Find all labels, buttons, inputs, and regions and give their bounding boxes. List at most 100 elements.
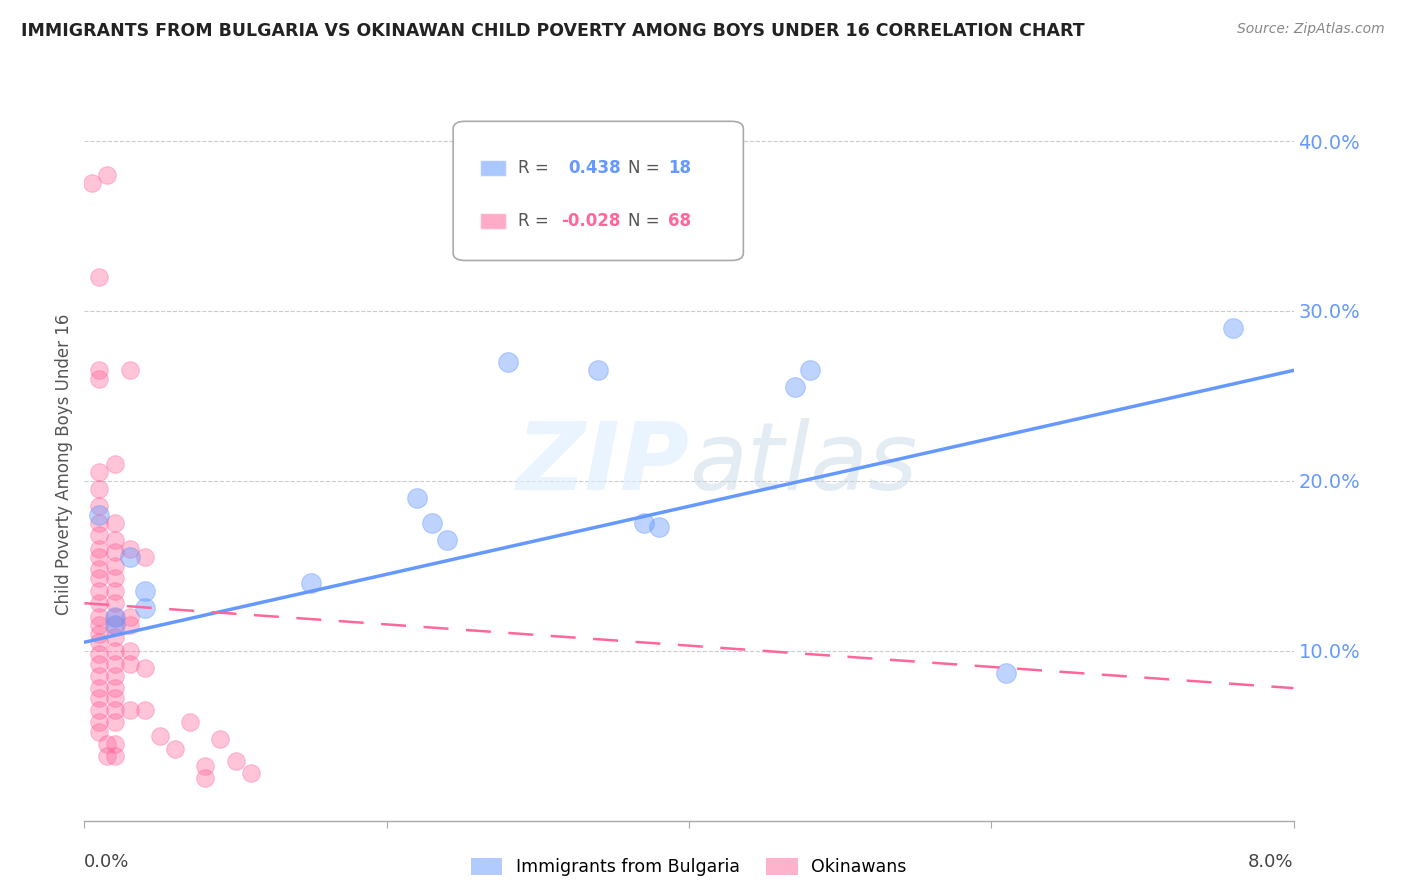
Text: -0.028: -0.028 xyxy=(561,212,620,230)
Point xyxy=(118,609,141,624)
Point xyxy=(89,508,111,522)
Point xyxy=(118,541,141,556)
Point xyxy=(134,601,156,615)
Text: 68: 68 xyxy=(668,212,692,230)
Point xyxy=(179,715,201,730)
Legend: Immigrants from Bulgaria, Okinawans: Immigrants from Bulgaria, Okinawans xyxy=(464,851,914,883)
Point xyxy=(134,550,156,565)
Point xyxy=(104,644,127,658)
Point xyxy=(104,596,127,610)
Point xyxy=(134,703,156,717)
Text: 8.0%: 8.0% xyxy=(1249,853,1294,871)
Point xyxy=(89,725,111,739)
Point xyxy=(104,691,127,706)
Point xyxy=(118,657,141,672)
Point xyxy=(104,571,127,585)
Point xyxy=(1222,321,1244,335)
Point xyxy=(194,759,217,773)
Text: 0.0%: 0.0% xyxy=(84,853,129,871)
Point xyxy=(89,528,111,542)
Point xyxy=(89,500,111,514)
Point xyxy=(995,665,1018,680)
Point xyxy=(209,732,232,747)
Point xyxy=(118,363,141,377)
FancyBboxPatch shape xyxy=(479,160,506,176)
Point xyxy=(118,618,141,632)
Point xyxy=(118,644,141,658)
Point xyxy=(89,363,111,377)
Point xyxy=(104,618,127,632)
Point xyxy=(89,550,111,565)
Point xyxy=(299,575,322,590)
Point xyxy=(104,630,127,644)
Point xyxy=(104,715,127,730)
Point xyxy=(134,584,156,599)
Point xyxy=(149,729,172,743)
Point xyxy=(89,516,111,531)
Text: ZIP: ZIP xyxy=(516,417,689,510)
Point xyxy=(104,703,127,717)
Point xyxy=(633,516,655,531)
Point xyxy=(89,703,111,717)
Point xyxy=(194,771,217,785)
Point xyxy=(118,703,141,717)
Point xyxy=(96,749,118,764)
Point xyxy=(89,647,111,661)
Text: N =: N = xyxy=(628,212,659,230)
Point xyxy=(89,635,111,649)
Point xyxy=(104,516,127,531)
Text: 18: 18 xyxy=(668,159,692,177)
FancyBboxPatch shape xyxy=(453,121,744,260)
Point xyxy=(89,669,111,683)
Point xyxy=(89,596,111,610)
Point xyxy=(89,269,111,284)
Point xyxy=(104,609,127,624)
Point xyxy=(165,742,187,756)
Text: 0.438: 0.438 xyxy=(568,159,620,177)
Point xyxy=(89,691,111,706)
Point xyxy=(104,657,127,672)
Point xyxy=(89,372,111,386)
Point xyxy=(436,533,458,548)
Point xyxy=(783,380,806,394)
Text: IMMIGRANTS FROM BULGARIA VS OKINAWAN CHILD POVERTY AMONG BOYS UNDER 16 CORRELATI: IMMIGRANTS FROM BULGARIA VS OKINAWAN CHI… xyxy=(21,22,1084,40)
Point xyxy=(225,754,247,768)
Point xyxy=(89,466,111,480)
Point xyxy=(104,681,127,695)
Text: Source: ZipAtlas.com: Source: ZipAtlas.com xyxy=(1237,22,1385,37)
Point xyxy=(89,626,111,640)
Text: R =: R = xyxy=(519,159,550,177)
Point xyxy=(104,749,127,764)
Text: N =: N = xyxy=(628,159,659,177)
Y-axis label: Child Poverty Among Boys Under 16: Child Poverty Among Boys Under 16 xyxy=(55,313,73,615)
Point xyxy=(420,516,443,531)
Point xyxy=(89,584,111,599)
Text: atlas: atlas xyxy=(689,418,917,509)
Point xyxy=(104,584,127,599)
Point xyxy=(80,177,103,191)
Point xyxy=(89,483,111,497)
Point xyxy=(96,737,118,751)
Point xyxy=(96,168,118,182)
Point xyxy=(104,609,127,624)
Point xyxy=(104,545,127,559)
Point xyxy=(406,491,429,505)
Point xyxy=(89,618,111,632)
Point xyxy=(89,562,111,576)
Point xyxy=(104,618,127,632)
Point xyxy=(89,541,111,556)
Point xyxy=(239,766,262,780)
Point xyxy=(118,550,141,565)
Point xyxy=(104,558,127,573)
Point xyxy=(588,363,610,377)
Point xyxy=(104,533,127,548)
Point xyxy=(89,681,111,695)
Point xyxy=(104,669,127,683)
Point xyxy=(89,715,111,730)
Point xyxy=(799,363,821,377)
Point xyxy=(647,519,671,533)
FancyBboxPatch shape xyxy=(479,213,506,229)
Point xyxy=(89,571,111,585)
Point xyxy=(89,657,111,672)
Point xyxy=(89,609,111,624)
